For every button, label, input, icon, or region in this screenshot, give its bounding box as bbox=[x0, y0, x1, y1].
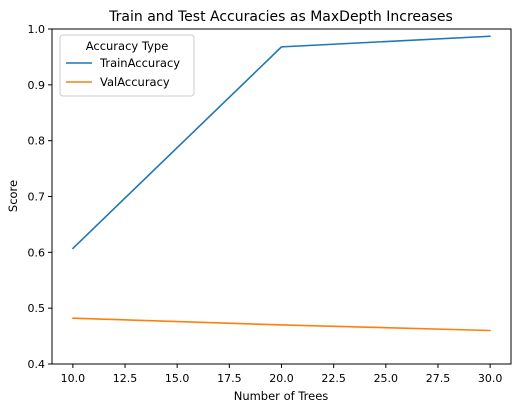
y-tick-label: 0.9 bbox=[28, 79, 46, 92]
x-tick-label: 15.0 bbox=[165, 372, 190, 385]
y-tick-label: 0.6 bbox=[28, 246, 46, 259]
x-tick-label: 20.0 bbox=[269, 372, 294, 385]
x-axis: 10.0 12.5 15.0 17.5 20.0 22.5 25.0 27.5 30.0 bbox=[61, 364, 503, 385]
x-tick-label: 12.5 bbox=[113, 372, 138, 385]
x-axis-label: Number of Trees bbox=[234, 389, 329, 403]
y-axis: 0.4 0.5 0.6 0.7 0.8 0.9 1.0 bbox=[28, 23, 52, 371]
series-layer bbox=[72, 35, 491, 332]
y-axis-label: Score bbox=[6, 180, 20, 212]
chart-title: Train and Test Accuracies as MaxDepth In… bbox=[108, 9, 453, 25]
y-tick-label: 0.4 bbox=[28, 358, 46, 371]
x-tick-label: 22.5 bbox=[321, 372, 346, 385]
x-tick-label: 10.0 bbox=[61, 372, 86, 385]
x-tick-label: 17.5 bbox=[217, 372, 242, 385]
y-tick-label: 0.7 bbox=[28, 191, 46, 204]
legend-box bbox=[59, 34, 195, 97]
series-line-trainaccuracy bbox=[72, 35, 491, 250]
legend-title: Accuracy Type bbox=[86, 39, 169, 53]
legend: Accuracy Type TrainAccuracy ValAccuracy bbox=[59, 34, 195, 97]
legend-entry: ValAccuracy bbox=[100, 75, 170, 89]
series-line-valaccuracy bbox=[72, 317, 491, 332]
y-tick-label: 1.0 bbox=[28, 23, 46, 36]
legend-entry: TrainAccuracy bbox=[99, 56, 180, 70]
x-tick-label: 30.0 bbox=[478, 372, 503, 385]
y-tick-label: 0.8 bbox=[28, 135, 46, 148]
x-tick-label: 27.5 bbox=[426, 372, 451, 385]
x-tick-label: 25.0 bbox=[374, 372, 399, 385]
y-tick-label: 0.5 bbox=[28, 302, 46, 315]
